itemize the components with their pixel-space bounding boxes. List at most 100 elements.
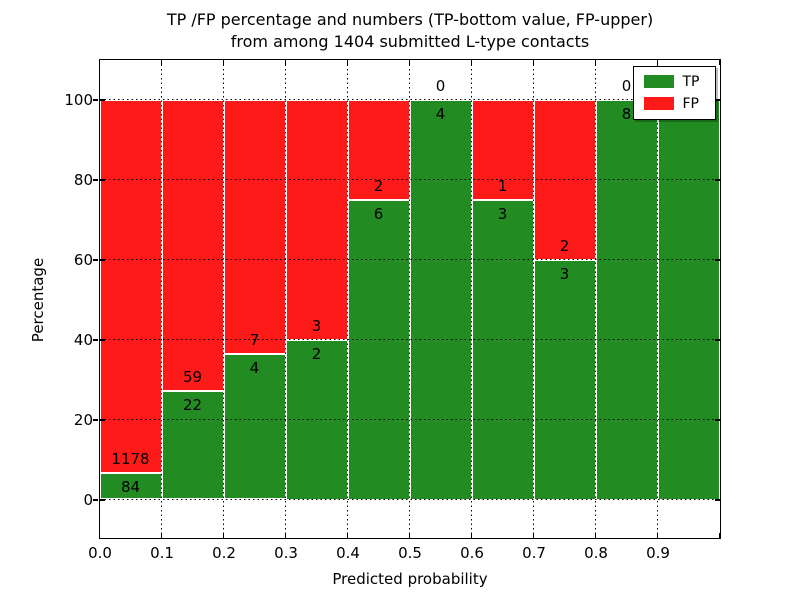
tp-count-label: 8 [621, 104, 632, 123]
tp-count-label: 84 [120, 477, 141, 496]
x-tick-mark [409, 532, 410, 538]
y-tick-mark [99, 99, 105, 101]
fp-bar [471, 99, 534, 200]
x-tick-label: 0.8 [584, 544, 608, 562]
y-tick-label: 0 [83, 491, 93, 509]
y-tick-mark [714, 259, 720, 261]
gridline-vertical [657, 59, 658, 538]
x-tick-mark [409, 59, 410, 65]
gridline-vertical [533, 59, 534, 538]
x-tick-mark [161, 532, 162, 538]
gridline-vertical [223, 59, 224, 538]
chart-title-line-1: TP /FP percentage and numbers (TP-bottom… [166, 10, 654, 29]
tp-count-label: 3 [497, 204, 508, 223]
tp-count-label: 22 [182, 395, 203, 414]
x-tick-mark [595, 532, 596, 538]
tp-bar [161, 390, 224, 500]
x-tick-mark [99, 532, 100, 538]
tp-bar [657, 99, 720, 500]
y-tick-label: 40 [73, 331, 93, 349]
gridline-horizontal [99, 259, 720, 260]
gridline-vertical [471, 59, 472, 538]
y-tick-mark [714, 419, 720, 421]
x-tick-mark [347, 59, 348, 65]
gridline-vertical [347, 59, 348, 538]
tp-count-label: 4 [435, 104, 446, 123]
x-axis-label: Predicted probability [332, 570, 488, 588]
y-tick-mark [92, 179, 98, 181]
y-tick-mark [92, 499, 98, 501]
legend-label-tp: TP [682, 73, 700, 90]
y-tick-label: 100 [64, 91, 93, 109]
fp-count-label: 59 [182, 367, 203, 386]
x-tick-mark [161, 59, 162, 65]
y-tick-mark [92, 419, 98, 421]
tp-count-label: 3 [559, 264, 570, 283]
legend-entry-tp: TP [643, 73, 705, 90]
y-tick-mark [99, 259, 105, 261]
x-tick-label: 0.1 [150, 544, 174, 562]
x-tick-label: 0.4 [336, 544, 360, 562]
tp-count-label: 4 [249, 359, 260, 378]
tp-count-label: 6 [373, 204, 384, 223]
x-tick-label: 0.2 [212, 544, 236, 562]
x-tick-mark [657, 532, 658, 538]
chart-title-line-2: from among 1404 submitted L-type contact… [230, 32, 590, 51]
x-tick-label: 0.3 [274, 544, 298, 562]
x-tick-label: 0.6 [460, 544, 484, 562]
gridline-horizontal [99, 339, 720, 340]
y-tick-mark [714, 499, 720, 501]
y-tick-label: 20 [73, 411, 93, 429]
legend-entry-fp: FP [643, 95, 705, 112]
x-tick-mark [347, 532, 348, 538]
x-tick-mark [223, 59, 224, 65]
tp-bar [595, 99, 658, 500]
tp-bar [223, 354, 286, 500]
fp-bar [99, 99, 162, 473]
y-tick-mark [714, 99, 720, 101]
x-tick-mark [471, 532, 472, 538]
x-tick-mark [223, 532, 224, 538]
tp-bar [347, 199, 410, 500]
x-tick-label: 0.7 [522, 544, 546, 562]
y-tick-mark [99, 499, 105, 501]
y-tick-mark [92, 339, 98, 341]
y-tick-mark [99, 179, 105, 181]
gridline-horizontal [99, 99, 720, 100]
fp-bar [161, 99, 224, 391]
y-tick-mark [99, 339, 105, 341]
tp-swatch-icon [643, 75, 674, 88]
x-tick-mark [595, 59, 596, 65]
x-tick-mark [471, 59, 472, 65]
legend: TP FP [632, 65, 716, 120]
y-tick-mark [92, 99, 98, 101]
plot-area: TP FP 117884592274322604132308016 [92, 58, 721, 539]
x-tick-mark [285, 59, 286, 65]
fp-swatch-icon [643, 97, 674, 110]
x-tick-mark [719, 59, 720, 65]
fp-count-label: 2 [373, 176, 384, 195]
x-tick-label: 0.5 [398, 544, 422, 562]
tp-bar [471, 199, 534, 500]
fp-count-label: 1 [497, 176, 508, 195]
x-tick-label: 0.0 [88, 544, 112, 562]
x-tick-mark [719, 532, 720, 538]
fp-count-label: 0 [621, 76, 632, 95]
gridline-horizontal [99, 419, 720, 420]
y-tick-mark [99, 419, 105, 421]
tp-count-label: 2 [311, 344, 322, 363]
y-tick-mark [714, 339, 720, 341]
fp-count-label: 1178 [111, 449, 150, 468]
fp-count-label: 2 [559, 236, 570, 255]
y-tick-mark [714, 179, 720, 181]
fp-bar [347, 99, 410, 200]
x-tick-mark [285, 532, 286, 538]
legend-label-fp: FP [682, 95, 700, 112]
x-tick-mark [533, 532, 534, 538]
gridline-vertical [161, 59, 162, 538]
x-tick-label: 0.9 [646, 544, 670, 562]
fp-count-label: 0 [435, 76, 446, 95]
tp-bar [99, 472, 162, 500]
fp-bar [285, 99, 348, 340]
